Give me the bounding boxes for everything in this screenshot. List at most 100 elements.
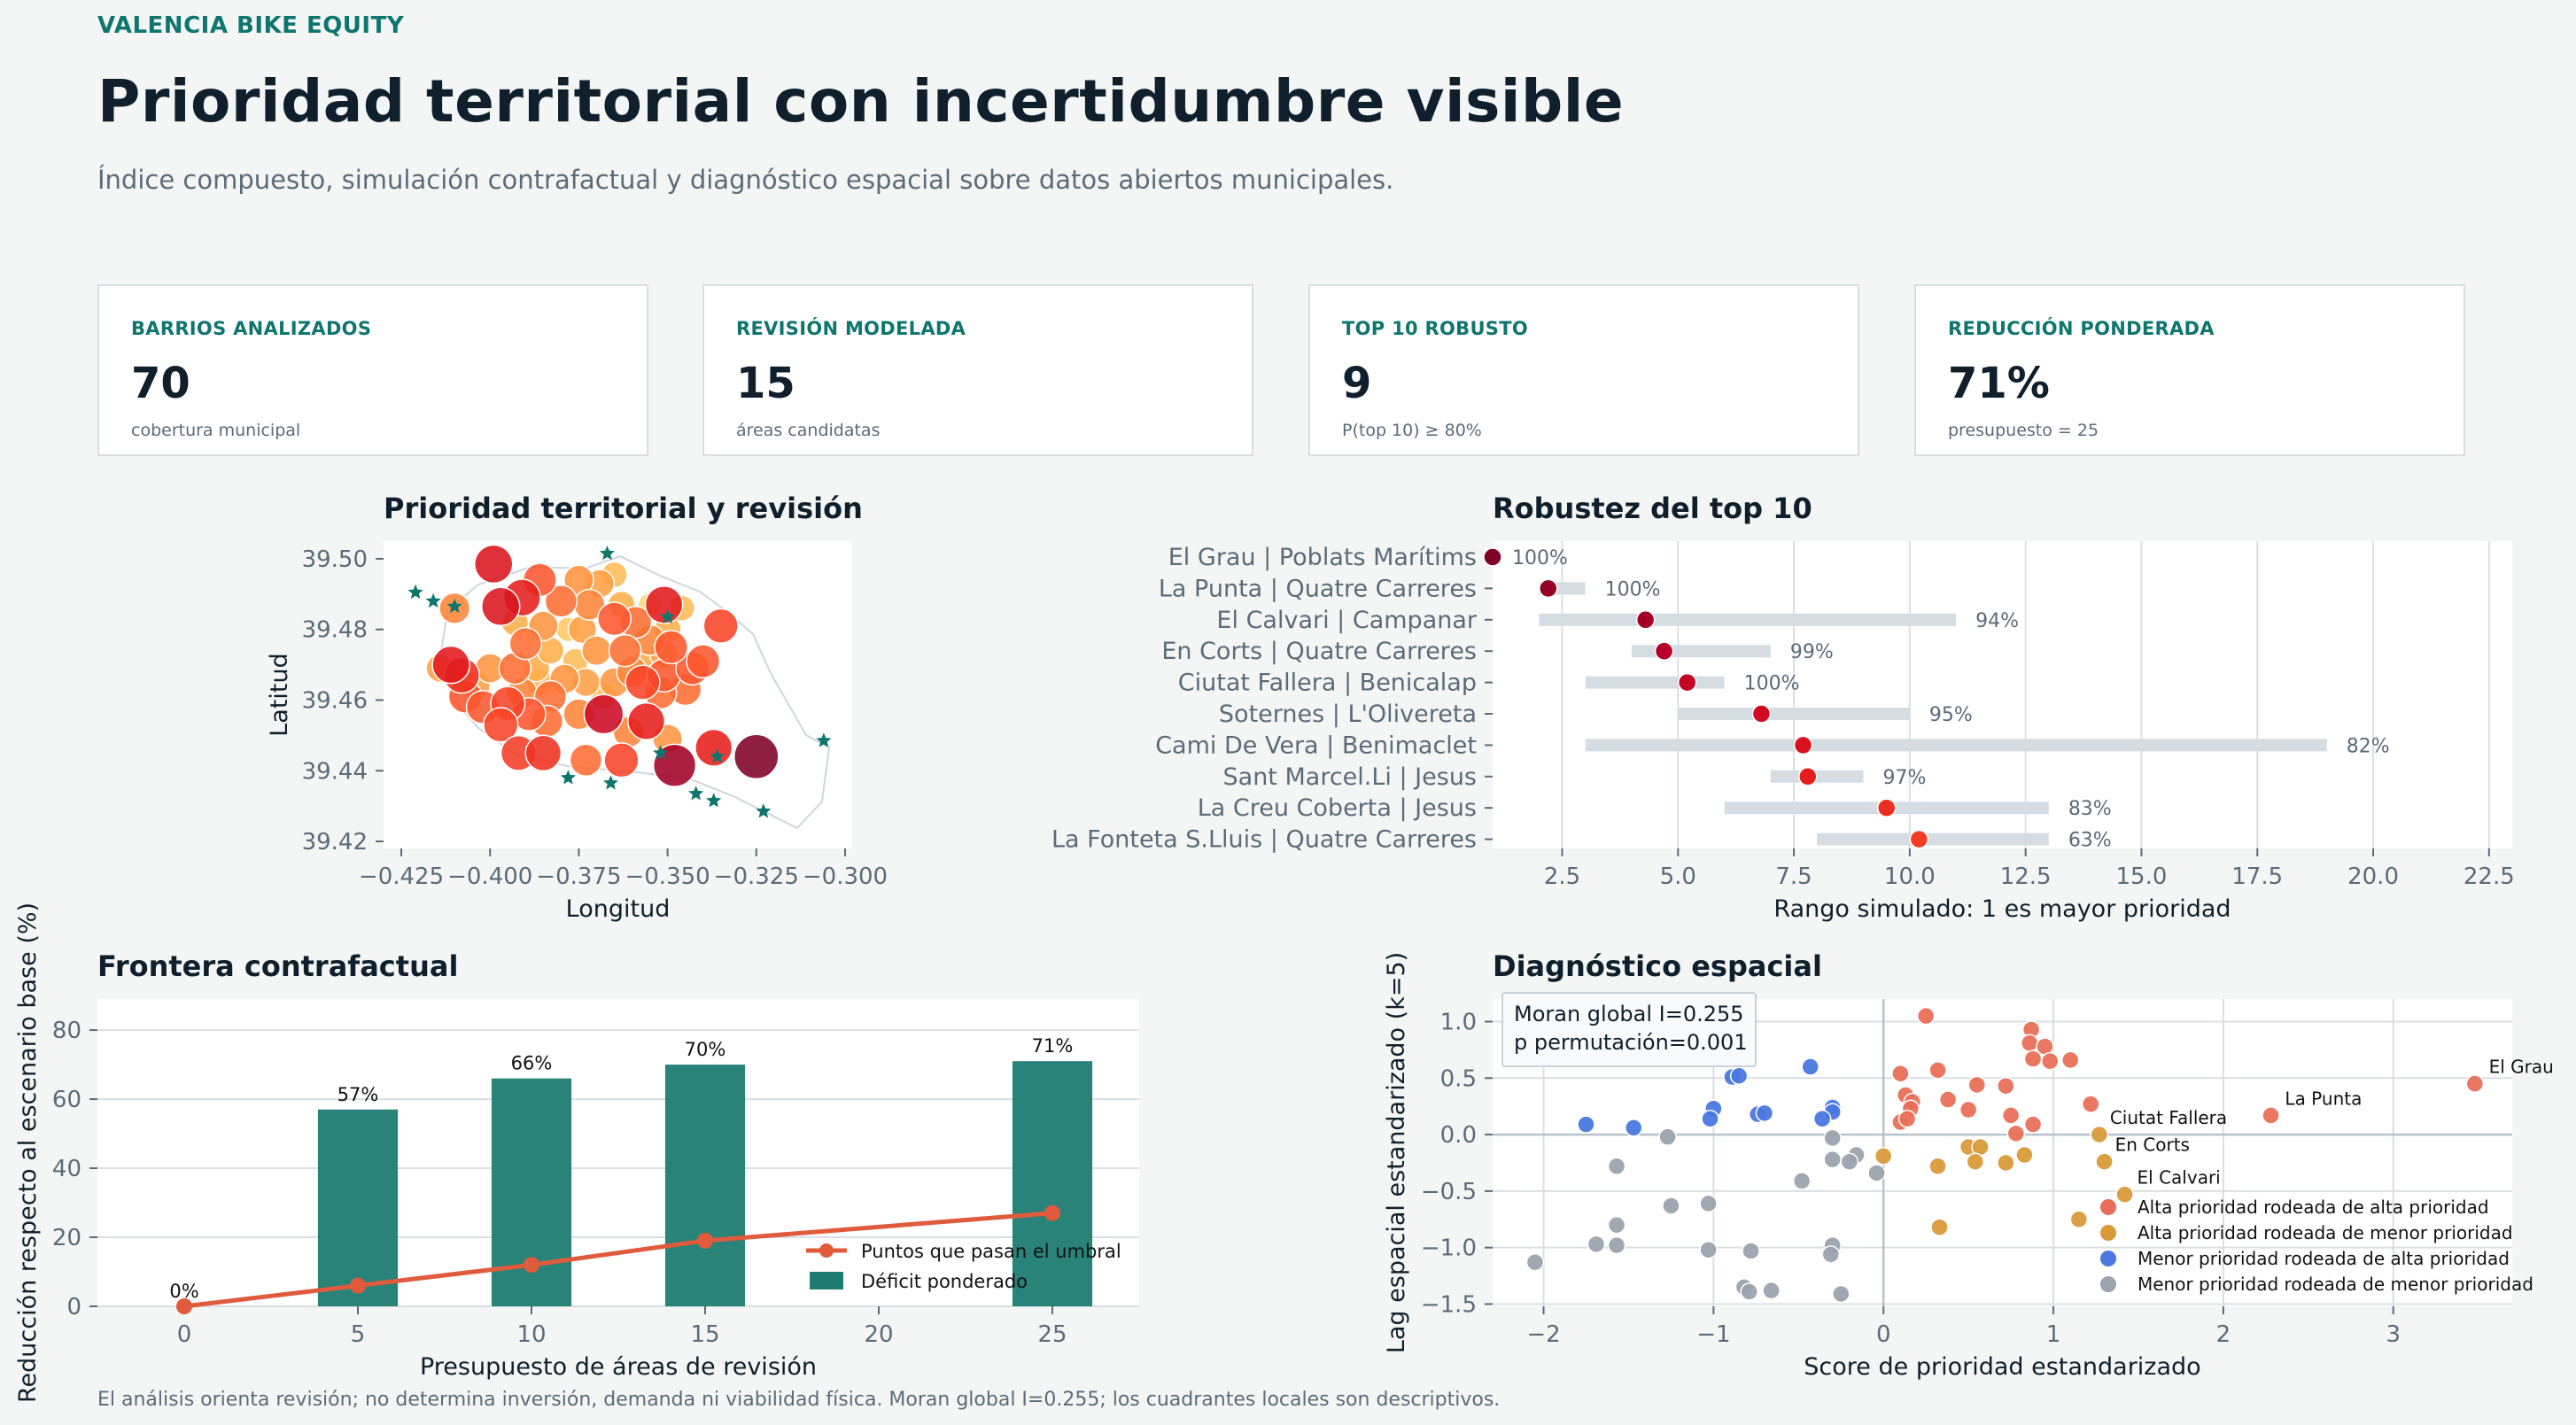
spatial-point <box>1801 1057 1819 1076</box>
spatial-point <box>2090 1125 2109 1144</box>
spatial-point <box>1742 1242 1760 1260</box>
map-ytick-label: 39.46 <box>302 687 368 714</box>
frontier-xtick-label: 20 <box>864 1321 893 1348</box>
spatial-x-axis-label: Score de prioridad estandarizado <box>1804 1353 2200 1381</box>
robustness-row-label: La Punta | Quatre Carreres <box>1159 575 1477 602</box>
robustness-probability-label: 100% <box>1744 673 1800 695</box>
spatial-point-annotation: En Corts <box>2115 1135 2190 1156</box>
robustness-row-label: Cami De Vera | Benimaclet <box>1155 732 1477 759</box>
robustness-row-label: Soternes | L'Olivereta <box>1219 701 1477 728</box>
map-review-star <box>425 592 441 608</box>
map-review-star <box>599 546 615 561</box>
kpi-card-revision: REVISIÓN MODELADA 15 áreas candidatas <box>702 284 1253 456</box>
spatial-point <box>1587 1235 1606 1254</box>
spatial-point <box>1916 1006 1936 1026</box>
robustness-row-label: Ciutat Fallera | Benicalap <box>1178 670 1477 697</box>
spatial-ytick-label: 1.0 <box>1440 1010 1477 1036</box>
spatial-point <box>1624 1119 1643 1137</box>
spatial-point <box>1755 1104 1774 1123</box>
map-neighborhood-point <box>686 644 721 679</box>
frontier-threshold-point <box>1044 1204 1060 1221</box>
spatial-ytick-label: −1.5 <box>1421 1291 1477 1318</box>
robustness-rank-dot <box>1635 610 1656 630</box>
map-review-star <box>407 584 423 600</box>
spatial-point <box>1740 1282 1758 1301</box>
robustness-row-label: La Fonteta S.Lluis | Quatre Carreres <box>1051 826 1477 854</box>
map-neighborhood-point <box>625 664 661 701</box>
spatial-point <box>1840 1152 1859 1171</box>
robustness-probability-label: 63% <box>2068 830 2112 852</box>
spatial-point <box>2006 1124 2026 1143</box>
frontier-bar <box>664 1065 746 1306</box>
map-review-star <box>560 770 576 785</box>
spatial-point <box>1928 1061 1947 1080</box>
map-x-axis-label: Longitud <box>566 895 671 923</box>
map-neighborhood-point <box>581 635 612 666</box>
map-neighborhood-point <box>544 585 578 618</box>
map-neighborhood-point <box>481 586 521 627</box>
map-neighborhood-point <box>569 743 603 778</box>
frontier-ytick-label: 80 <box>52 1018 81 1044</box>
kpi-value: 70 <box>131 359 190 408</box>
map-neighborhood-point <box>694 728 733 767</box>
frontier-bar-label: 70% <box>685 1039 726 1060</box>
spatial-point-annotation: El Calvari <box>2138 1167 2221 1189</box>
spatial-point <box>2015 1145 2034 1165</box>
map-neighborhood-point <box>603 742 640 778</box>
spatial-point <box>1607 1215 1626 1235</box>
spatial-point <box>1928 1157 1947 1176</box>
moran-annotation-box <box>1501 992 1757 1067</box>
spatial-xtick-label: 3 <box>2386 1321 2401 1348</box>
legend-deficit-label: Déficit ponderado <box>861 1271 1028 1292</box>
map-review-star <box>688 786 704 801</box>
map-chart-title: Prioridad territorial y revisión <box>384 492 863 525</box>
map-neighborhood-point <box>702 608 739 644</box>
spatial-point <box>1662 1197 1680 1215</box>
spatial-point <box>1930 1218 1949 1236</box>
spatial-xtick-label: 2 <box>2216 1321 2231 1348</box>
brand-eyebrow: VALENCIA BIKE EQUITY <box>97 12 405 39</box>
map-neighborhood-point <box>583 693 625 735</box>
spatial-point <box>1997 1153 2015 1173</box>
map-review-star <box>706 793 722 808</box>
spatial-legend-swatch <box>2100 1251 2116 1266</box>
map-xtick-label: −0.350 <box>625 864 710 890</box>
frontier-ytick-label: 60 <box>52 1087 81 1113</box>
kpi-card-top10: TOP 10 ROBUSTO 9 P(top 10) ≥ 80% <box>1308 284 1859 456</box>
robustness-row-label: La Creu Coberta | Jesus <box>1198 794 1477 822</box>
robustness-xtick-label: 17.5 <box>2231 864 2283 890</box>
spatial-y-axis-label: Lag espacial estandarizado (k=5) <box>1383 952 1410 1353</box>
frontier-threshold-point <box>524 1257 539 1274</box>
frontier-bar-label: 66% <box>511 1053 553 1074</box>
footnote: El análisis orienta revisión; no determi… <box>97 1389 1501 1411</box>
legend-line-marker <box>819 1243 834 1258</box>
map-neighborhood-point <box>524 734 563 772</box>
spatial-point <box>2262 1106 2280 1125</box>
frontier-xtick-label: 5 <box>351 1321 366 1348</box>
spatial-xtick-label: −1 <box>1696 1321 1730 1348</box>
map-neighborhood-point <box>644 585 684 624</box>
spatial-point <box>1997 1076 2015 1096</box>
frontier-threshold-point <box>176 1298 192 1314</box>
map-neighborhood-point <box>733 733 780 780</box>
map-xtick-label: −0.425 <box>359 864 444 890</box>
spatial-point <box>1525 1252 1545 1272</box>
spatial-point <box>1821 1245 1840 1264</box>
robustness-rank-dot <box>1483 547 1502 567</box>
kpi-sub: P(top 10) ≥ 80% <box>1342 421 1482 440</box>
spatial-point <box>2023 1115 2043 1134</box>
kpi-label: TOP 10 ROBUSTO <box>1342 318 1528 339</box>
robustness-xtick-label: 7.5 <box>1775 864 1812 890</box>
map-neighborhood-point <box>483 707 519 743</box>
robustness-rank-dot <box>1793 735 1813 755</box>
map-neighborhood-point <box>597 601 632 637</box>
map-review-star <box>602 775 618 790</box>
kpi-sub: presupuesto = 25 <box>1948 421 2099 440</box>
spatial-point <box>2115 1185 2134 1204</box>
spatial-point <box>1938 1090 1958 1109</box>
spatial-chart-title: Diagnóstico espacial <box>1493 949 1822 983</box>
robustness-probability-label: 100% <box>1512 547 1568 569</box>
frontier-chart-title: Frontera contrafactual <box>97 949 459 983</box>
spatial-point <box>1823 1150 1842 1169</box>
spatial-point <box>1897 1109 1917 1128</box>
